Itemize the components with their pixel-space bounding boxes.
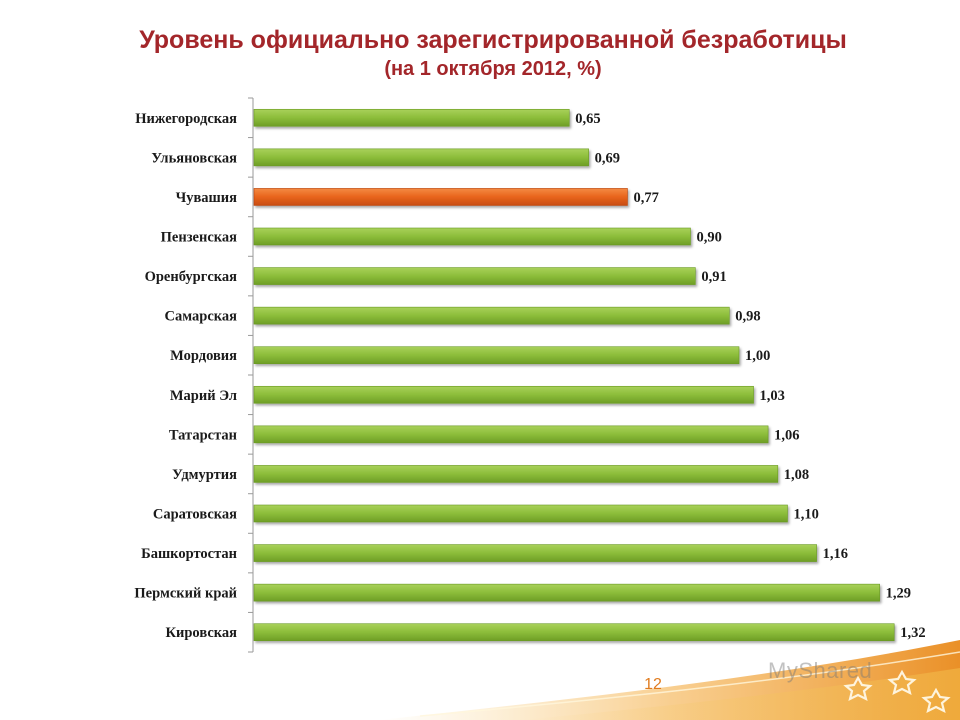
value-label: 0,65 [575,111,600,127]
value-label: 1,06 [774,427,799,443]
value-label: 0,77 [633,190,658,206]
bar-3 [253,188,628,206]
chart-subtitle: (на 1 октября 2012, %) [384,58,602,80]
value-label: 0,98 [735,309,760,325]
value-label: 1,08 [784,467,809,483]
category-label: Чувашия [176,190,238,206]
category-label: Татарстан [169,427,237,443]
bar-8 [253,385,754,404]
star-icon [843,669,951,714]
category-label: Ульяновская [151,150,237,166]
category-label: Мордовия [170,348,237,364]
bar-12 [253,544,817,562]
category-label: Пензенская [161,230,238,246]
category-label: Оренбургская [145,269,238,285]
category-label: Башкортостан [141,546,237,562]
value-label: 1,00 [745,348,770,364]
bar-6 [253,306,730,325]
watermark-logo: MyShared [768,658,873,683]
page-number: 12 [644,676,662,693]
bar-1 [253,108,570,127]
bar-9 [253,425,769,444]
bar-13 [253,583,880,602]
value-label: 1,32 [900,625,925,641]
bar-11 [253,504,788,523]
category-label: Самарская [165,309,238,325]
bar-4 [253,227,691,246]
value-label: 0,69 [595,150,620,166]
value-label: 1,29 [886,586,911,602]
bar-14 [253,623,895,642]
category-label: Удмуртия [172,467,237,483]
value-label: 1,03 [760,388,785,404]
category-label: Кировская [166,625,238,641]
value-label: 0,90 [697,230,722,246]
bar-7 [253,346,740,365]
bar-2 [253,148,589,167]
value-label: 1,16 [823,546,848,562]
category-label: Нижегородская [135,111,237,127]
value-label: 0,91 [701,269,726,285]
bar-5 [253,267,696,285]
value-label: 1,10 [794,507,819,523]
category-label: Пермский край [134,586,237,602]
category-label: Марий Эл [170,388,237,404]
chart-title: Уровень официально зарегистрированной бе… [139,26,847,54]
category-label: Саратовская [153,507,237,523]
bar-10 [253,465,779,483]
